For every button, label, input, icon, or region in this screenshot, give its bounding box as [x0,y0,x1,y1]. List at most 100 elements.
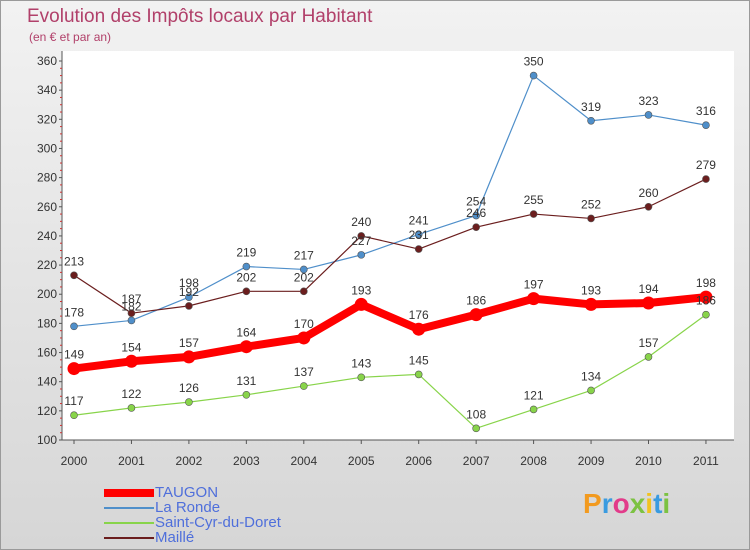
data-point [127,404,136,412]
data-label: 246 [466,206,486,220]
y-tick-label: 200 [37,287,57,301]
x-tick-label: 2004 [290,454,317,468]
y-tick-label: 140 [37,375,57,389]
x-tick-label: 2008 [520,454,547,468]
y-tick-label: 260 [37,200,57,214]
data-label: 252 [581,197,601,211]
data-label: 213 [64,254,84,268]
data-point [702,310,710,319]
legend-swatch [104,507,154,509]
plot-area [62,51,734,440]
data-label: 193 [351,283,371,297]
data-label: 192 [179,285,199,299]
data-label: 182 [121,299,141,313]
y-tick-label: 160 [37,346,57,360]
data-point [299,265,308,274]
data-point [702,175,710,183]
data-point [299,382,308,390]
data-point [414,230,423,239]
data-label: 231 [409,228,429,242]
data-point [357,232,366,240]
y-tick-label: 220 [37,258,57,272]
x-tick-label: 2001 [118,454,145,468]
data-label: 193 [581,283,601,297]
data-label: 202 [294,270,314,284]
data-point [644,353,653,361]
data-point [239,340,253,354]
data-point [702,121,710,129]
data-point [70,271,78,280]
data-label: 117 [64,394,83,408]
data-point [242,391,251,399]
data-label: 121 [524,388,544,402]
x-tick-label: 2007 [463,454,490,468]
data-point [182,350,196,364]
data-label: 143 [351,356,371,370]
data-point [67,362,81,376]
y-tick-label: 120 [37,404,57,418]
data-point [242,287,251,296]
data-point [529,405,538,414]
chart-subtitle: (en € et par an) [29,30,112,44]
legend-label: TAUGON [155,484,219,501]
data-point [127,309,136,317]
data-point [70,411,78,420]
data-point [185,302,193,310]
data-point [584,297,598,311]
data-point [185,398,193,406]
data-label: 255 [524,193,544,207]
data-label: 279 [696,158,716,172]
data-point [644,202,653,211]
data-point [412,322,426,336]
data-label: 260 [638,186,658,200]
data-point [414,245,423,253]
legend-swatch [104,537,154,539]
data-label: 157 [179,336,199,350]
data-point [529,210,538,218]
data-point [529,71,538,80]
data-point [354,297,368,311]
series-line-maill- [73,178,707,314]
x-tick-label: 2010 [635,454,662,468]
data-label: 187 [121,292,141,306]
data-label: 137 [294,365,314,379]
y-tick-label: 360 [37,54,57,68]
data-label: 217 [294,248,314,262]
x-tick-label: 2011 [693,454,719,468]
data-point [297,331,311,345]
data-point [644,111,653,119]
data-label: 170 [294,317,314,331]
data-label: 323 [638,94,658,108]
data-label: 178 [64,305,84,319]
x-tick-label: 2000 [61,454,88,468]
y-tick-label: 240 [37,229,57,243]
data-label: 145 [409,353,429,367]
data-point [527,292,541,306]
data-label: 350 [524,55,544,69]
y-tick-label: 100 [37,433,57,447]
legend-swatch [104,489,154,497]
data-label: 198 [179,276,199,290]
data-label: 154 [121,340,141,354]
data-label: 194 [638,282,658,296]
data-point [299,287,308,296]
data-label: 131 [236,374,256,388]
y-tick-label: 300 [37,141,57,155]
data-label: 202 [236,270,256,284]
data-point [587,214,595,223]
y-tick-label: 180 [37,316,57,330]
data-point [472,424,480,433]
legend-label: Saint-Cyr-du-Doret [155,514,281,531]
data-point [127,316,136,325]
data-point [587,116,595,125]
data-point [70,322,78,331]
data-label: 186 [696,294,716,308]
data-label: 134 [581,369,601,383]
legend-swatch [104,522,154,524]
data-point [242,262,251,271]
data-label: 219 [236,246,256,260]
data-point [185,293,193,301]
series-line-saint-cyr-du-doret [73,314,707,429]
